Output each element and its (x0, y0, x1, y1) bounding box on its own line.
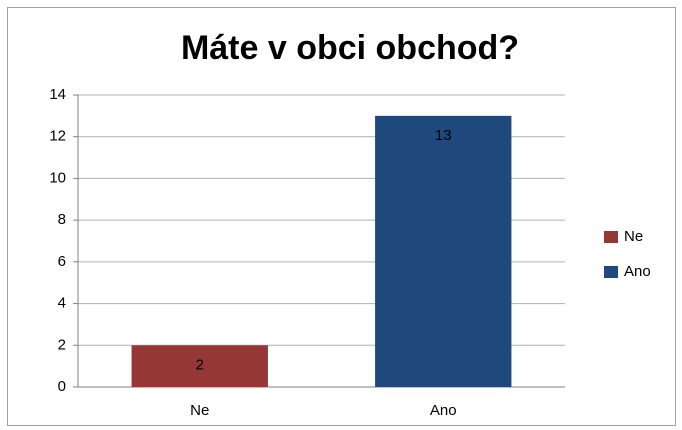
y-tick-label: 8 (58, 211, 66, 228)
x-tick-label: Ano (430, 402, 457, 419)
legend-swatch (604, 231, 618, 243)
y-tick-label: 2 (58, 336, 66, 353)
y-tick-label: 6 (58, 253, 66, 270)
legend-swatch (604, 266, 618, 278)
x-tick-label: Ne (190, 402, 209, 419)
y-tick-label: 0 (58, 378, 66, 395)
chart-frame (7, 7, 676, 426)
bar (131, 345, 268, 387)
y-tick-label: 10 (49, 169, 66, 186)
legend-label: Ano (624, 263, 651, 280)
data-label: 13 (435, 127, 452, 144)
legend-label: Ne (624, 228, 643, 245)
y-tick-label: 4 (58, 295, 66, 312)
data-label: 2 (196, 356, 204, 373)
chart-title: Máte v obci obchod? (181, 29, 519, 67)
y-tick-label: 12 (49, 128, 66, 145)
y-tick-label: 14 (49, 86, 66, 103)
bar (375, 115, 512, 387)
